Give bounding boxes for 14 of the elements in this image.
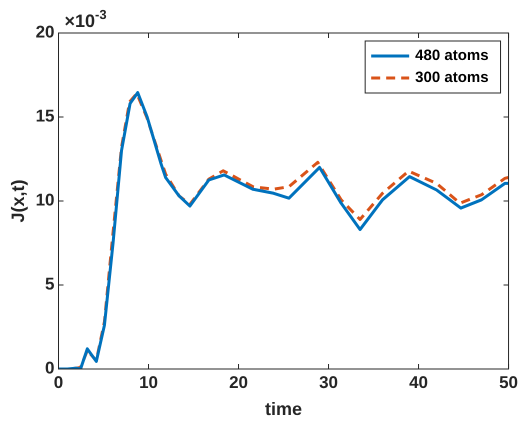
y-tick-label: 0 <box>45 358 55 378</box>
x-tick-label: 40 <box>409 372 428 392</box>
x-axis-title: time <box>265 399 302 420</box>
y-tick-label: 15 <box>36 106 55 126</box>
y-tick-label: 20 <box>36 22 55 42</box>
y-tick-label: 10 <box>36 190 55 210</box>
legend-label: 480 atoms <box>415 47 489 64</box>
x-tick-label: 30 <box>319 372 338 392</box>
x-tick-label: 50 <box>499 372 518 392</box>
x-tick-label: 10 <box>139 372 158 392</box>
y-axis-title: J(x,t) <box>8 179 28 223</box>
legend-label: 300 atoms <box>415 69 489 86</box>
y-tick-label: 5 <box>45 274 55 294</box>
x-tick-label: 20 <box>229 372 248 392</box>
